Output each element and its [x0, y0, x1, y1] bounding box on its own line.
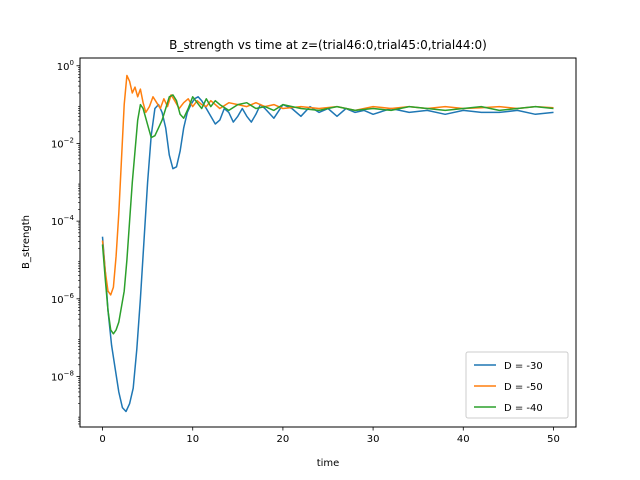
series-line-3	[101, 94, 554, 335]
axes-frame	[79, 57, 577, 428]
y-tick-label: 10−4	[51, 214, 75, 228]
x-axis: 0 10 20 30 40 50	[99, 427, 560, 445]
y-axis-label: B_strength	[21, 215, 32, 269]
x-axis-label: time	[317, 458, 340, 469]
chart-title: B_strength vs time at z=(trial46:0,trial…	[169, 38, 487, 52]
x-tick-label: 20	[277, 434, 290, 445]
y-tick-label: 10−2	[51, 136, 74, 150]
legend-box	[465, 351, 569, 419]
legend-entry-label: D = -30	[504, 361, 543, 372]
y-tick-label: 10−6	[51, 292, 75, 306]
y-axis: 10−8 10−6 10−4 10−2 100	[51, 59, 80, 425]
x-tick-label: 0	[99, 434, 105, 445]
legend-entry-label: D = -40	[504, 403, 543, 414]
x-tick-label: 50	[547, 434, 560, 445]
x-tick-label: 40	[457, 434, 470, 445]
x-tick-label: 10	[186, 434, 199, 445]
legend-entry-label: D = -50	[504, 382, 543, 393]
legend: D = -30 D = -50 D = -40	[465, 351, 569, 419]
series-line-2	[101, 74, 554, 296]
plot-area	[101, 74, 554, 413]
x-tick-label: 30	[367, 434, 380, 445]
y-tick-label: 100	[57, 59, 74, 73]
series-line-1	[101, 96, 554, 413]
y-tick-label: 10−8	[51, 370, 74, 384]
